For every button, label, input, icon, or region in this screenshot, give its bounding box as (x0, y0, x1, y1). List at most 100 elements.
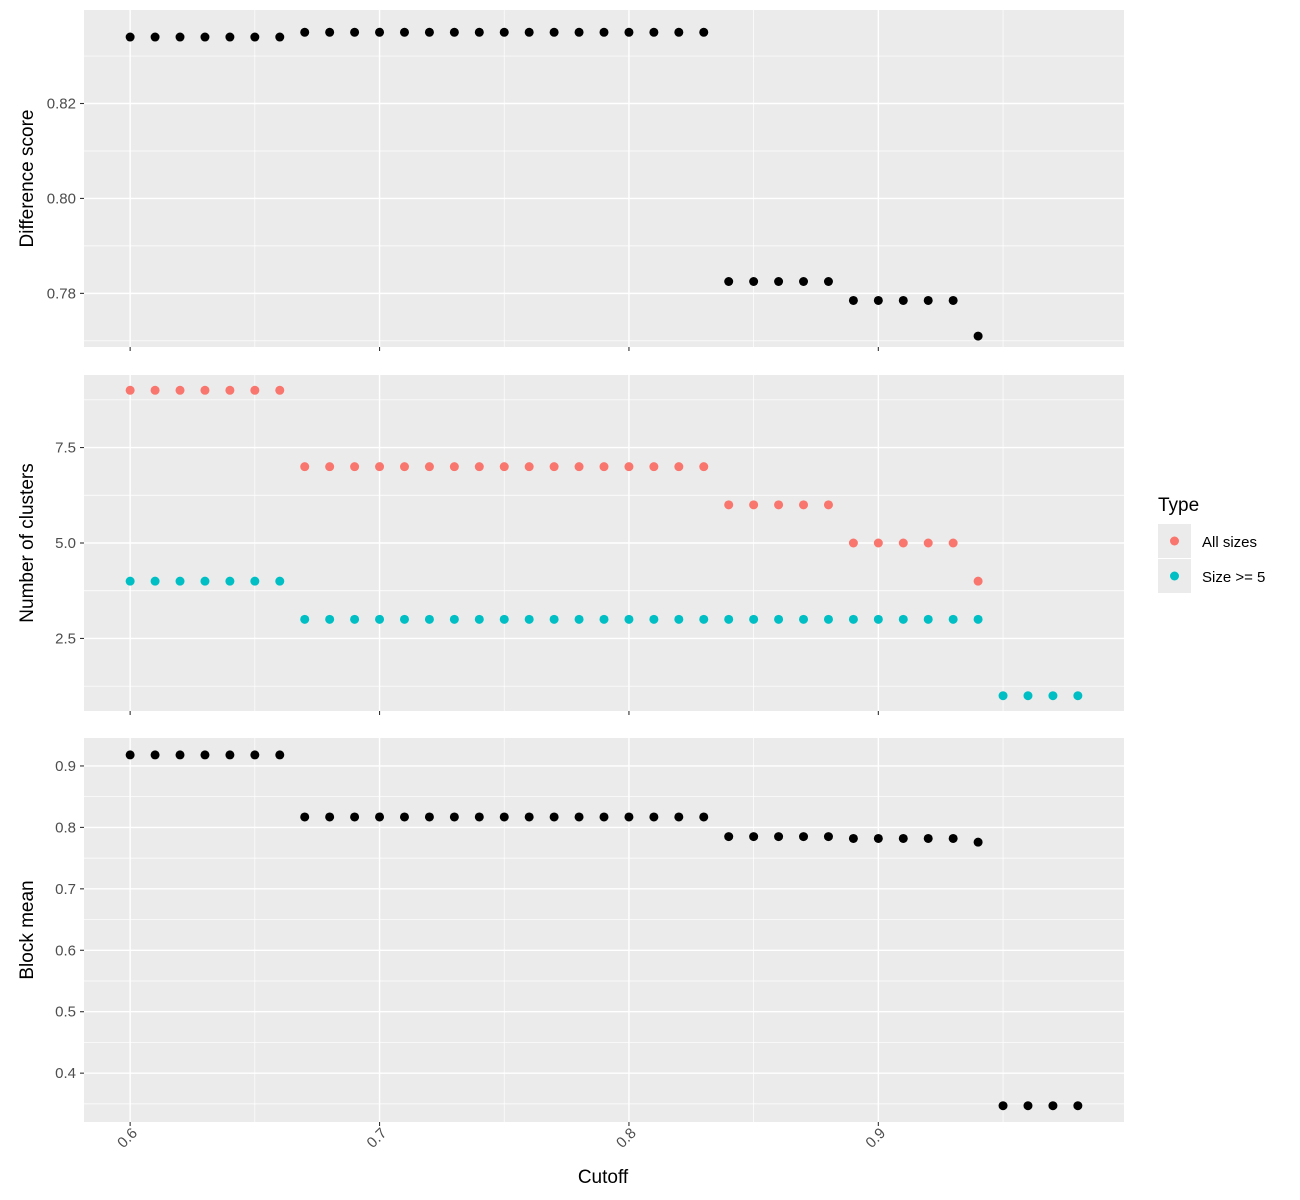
data-point (350, 614, 360, 624)
data-point (898, 295, 908, 305)
data-point (375, 812, 385, 822)
data-point (848, 614, 858, 624)
data-point (923, 538, 933, 548)
data-point (649, 812, 659, 822)
data-point (549, 614, 559, 624)
data-point (250, 32, 260, 42)
data-point (449, 462, 459, 472)
data-point (350, 462, 360, 472)
data-point (649, 614, 659, 624)
y-axis-title: Number of clusters (17, 463, 38, 622)
data-point (1073, 1101, 1083, 1111)
data-point (474, 812, 484, 822)
data-point (300, 614, 310, 624)
data-point (823, 276, 833, 286)
data-point (624, 614, 634, 624)
data-point (823, 832, 833, 842)
data-point (1023, 1101, 1033, 1111)
data-point (624, 812, 634, 822)
data-point (574, 614, 584, 624)
data-point (799, 614, 809, 624)
panel-difference: 0.78 0.80 0.82 Difference score (17, 10, 1124, 351)
data-point (325, 614, 335, 624)
x-tick-label: 0.8 (613, 1125, 640, 1152)
legend-label-all-sizes: All sizes (1202, 534, 1257, 551)
data-point (749, 614, 759, 624)
data-point (300, 462, 310, 472)
data-point (574, 27, 584, 37)
data-point (923, 295, 933, 305)
data-point (973, 614, 983, 624)
y-tick-label: 0.6 (55, 942, 76, 959)
data-point (699, 812, 709, 822)
data-point (474, 614, 484, 624)
data-point (499, 614, 509, 624)
data-point (923, 833, 933, 843)
legend-key-all-sizes (1170, 536, 1179, 546)
data-point (873, 295, 883, 305)
data-point (175, 576, 185, 586)
data-point (125, 385, 135, 395)
data-point (674, 614, 684, 624)
data-point (1048, 1101, 1058, 1111)
y-tick-label: 7.5 (55, 440, 76, 457)
data-point (449, 812, 459, 822)
data-point (474, 27, 484, 37)
data-point (250, 385, 260, 395)
y-tick-label: 0.4 (55, 1065, 76, 1082)
data-point (599, 462, 609, 472)
data-point (150, 385, 160, 395)
data-point (1048, 691, 1058, 701)
y-axis-title: Block mean (17, 880, 38, 979)
data-point (499, 27, 509, 37)
data-point (275, 385, 285, 395)
data-point (250, 576, 260, 586)
data-point (599, 27, 609, 37)
data-point (749, 832, 759, 842)
data-point (799, 276, 809, 286)
data-point (1073, 691, 1083, 701)
data-point (524, 27, 534, 37)
data-point (699, 462, 709, 472)
data-point (499, 812, 509, 822)
data-point (424, 462, 434, 472)
data-point (774, 832, 784, 842)
data-point (175, 750, 185, 760)
data-point (325, 462, 335, 472)
y-tick-label: 0.8 (55, 819, 76, 836)
data-point (898, 833, 908, 843)
data-point (774, 614, 784, 624)
data-point (275, 750, 285, 760)
data-point (549, 812, 559, 822)
data-point (674, 462, 684, 472)
data-point (724, 276, 734, 286)
data-point (1023, 691, 1033, 701)
panel-background (84, 10, 1124, 347)
data-point (225, 576, 235, 586)
y-tick-label: 0.80 (47, 190, 76, 207)
data-point (873, 538, 883, 548)
y-axis-title: Difference score (17, 110, 38, 248)
legend: Type All sizes Size >= 5 (1158, 495, 1265, 593)
data-point (998, 691, 1008, 701)
data-point (799, 500, 809, 510)
data-point (200, 750, 210, 760)
y-tick-label: 5.0 (55, 535, 76, 552)
data-point (699, 614, 709, 624)
data-point (799, 832, 809, 842)
data-point (275, 32, 285, 42)
data-point (724, 832, 734, 842)
data-point (499, 462, 509, 472)
data-point (674, 27, 684, 37)
data-point (325, 27, 335, 37)
data-point (350, 812, 360, 822)
data-point (424, 27, 434, 37)
data-point (399, 462, 409, 472)
data-point (325, 812, 335, 822)
panel-block: 0.4 0.5 0.6 0.7 0.8 0.9 Block mean (17, 738, 1124, 1126)
data-point (150, 576, 160, 586)
data-point (898, 614, 908, 624)
data-point (774, 276, 784, 286)
y-tick-label: 0.9 (55, 758, 76, 775)
data-point (724, 614, 734, 624)
